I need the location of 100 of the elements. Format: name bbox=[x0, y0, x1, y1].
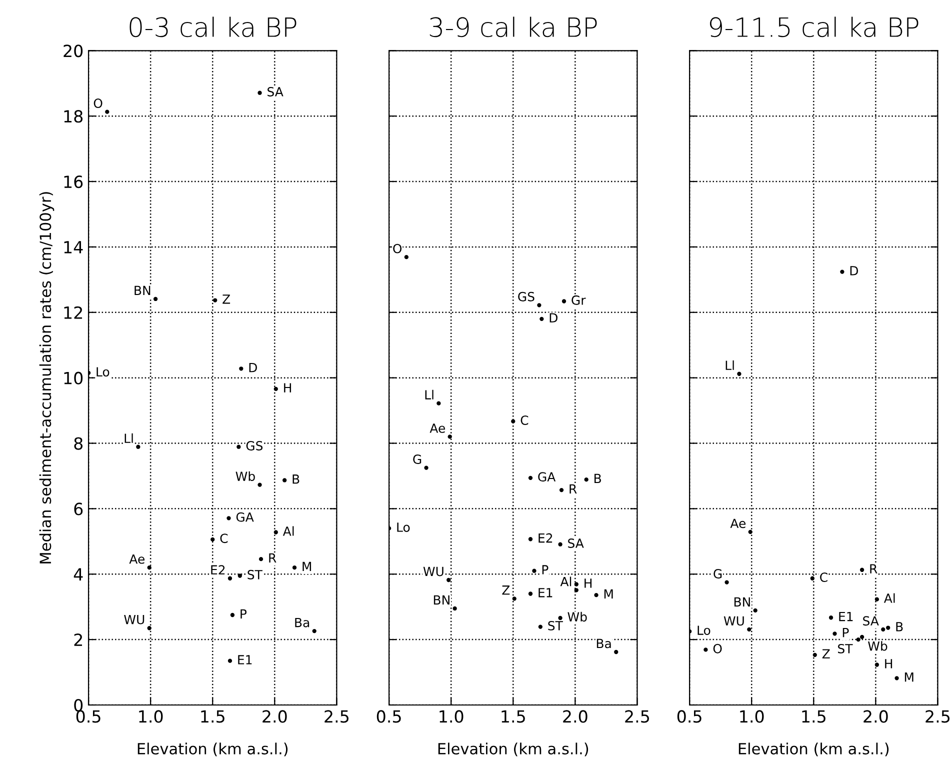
point bbox=[292, 565, 297, 570]
point bbox=[258, 482, 262, 487]
x-tick-label: 0.5 bbox=[376, 710, 401, 723]
point bbox=[258, 90, 262, 95]
point bbox=[136, 444, 140, 449]
annotation: Ll bbox=[425, 390, 434, 400]
point bbox=[511, 419, 516, 424]
point bbox=[236, 444, 241, 449]
annotation: H bbox=[584, 578, 592, 588]
x-tick-label: 2.0 bbox=[563, 710, 588, 723]
x-tick-label: 1.0 bbox=[139, 710, 163, 723]
annotation: O bbox=[94, 98, 102, 108]
annotation: WU bbox=[124, 615, 144, 624]
annotation: ST bbox=[548, 620, 563, 630]
x-tick-label: 2.5 bbox=[926, 710, 950, 723]
point bbox=[446, 578, 451, 582]
annotation: Ba bbox=[596, 638, 611, 648]
point bbox=[704, 648, 708, 652]
point bbox=[860, 568, 864, 572]
x-tick-label: 0.5 bbox=[677, 710, 702, 723]
point bbox=[856, 637, 860, 642]
annotation: Z bbox=[222, 294, 230, 304]
annotation: SA bbox=[568, 538, 584, 548]
chart-title: 9-11.5 cal ka BP bbox=[710, 16, 918, 38]
annotation: Z bbox=[502, 586, 510, 595]
x-tick-label: 0.5 bbox=[76, 710, 100, 723]
annotation: ST bbox=[838, 644, 853, 654]
annotation: R bbox=[269, 553, 276, 563]
point bbox=[274, 530, 278, 534]
annotation: D bbox=[850, 266, 858, 276]
point bbox=[594, 592, 598, 598]
annotation: C bbox=[220, 534, 228, 544]
point bbox=[558, 542, 562, 546]
annotation: E1 bbox=[839, 612, 853, 622]
point bbox=[436, 401, 441, 406]
point bbox=[874, 662, 880, 667]
annotation: Lo bbox=[397, 522, 410, 532]
point bbox=[532, 568, 536, 573]
annotation: R bbox=[570, 484, 577, 494]
point bbox=[228, 658, 232, 663]
annotation: G bbox=[714, 569, 722, 578]
point bbox=[448, 434, 452, 439]
point bbox=[540, 316, 544, 322]
annotation: GS bbox=[518, 292, 534, 302]
x-tick-label: 1.5 bbox=[802, 710, 826, 723]
point bbox=[528, 592, 533, 596]
annotation: BN bbox=[734, 597, 750, 606]
annotation: P bbox=[240, 609, 247, 618]
point bbox=[860, 634, 864, 640]
annotation: WU bbox=[423, 566, 444, 576]
x-tick-label: 1.0 bbox=[740, 710, 764, 723]
annotation: P bbox=[542, 565, 548, 574]
annotation: Z bbox=[822, 649, 830, 658]
point bbox=[528, 537, 533, 542]
annotation: B bbox=[594, 474, 601, 484]
y-tick-label: 2 bbox=[74, 634, 82, 646]
annotation: GS bbox=[246, 441, 263, 450]
y-tick-label: 0 bbox=[74, 698, 83, 712]
annotation: Ae bbox=[129, 554, 144, 564]
point bbox=[840, 270, 844, 274]
y-tick-label: 16 bbox=[64, 175, 83, 188]
annotation: M bbox=[302, 562, 312, 572]
annotation: GA bbox=[538, 472, 556, 482]
annotation: SA bbox=[268, 87, 284, 96]
point bbox=[512, 596, 516, 601]
y-tick-label: 20 bbox=[64, 44, 83, 58]
annotation: E2 bbox=[211, 565, 225, 574]
annotation: Lo bbox=[698, 626, 710, 636]
y-tick-label: 6 bbox=[74, 502, 83, 516]
point bbox=[584, 477, 588, 482]
x-tick-label: 1.5 bbox=[502, 710, 525, 723]
point bbox=[558, 616, 562, 620]
annotation: M bbox=[904, 672, 914, 682]
annotation: H bbox=[885, 659, 892, 668]
point bbox=[724, 580, 729, 584]
point bbox=[213, 298, 218, 302]
point bbox=[559, 488, 564, 492]
point bbox=[312, 628, 316, 634]
annotation: P bbox=[842, 628, 849, 638]
annotation: Wb bbox=[868, 641, 888, 651]
annotation: GA bbox=[236, 512, 254, 522]
annotation: Wb bbox=[236, 471, 255, 481]
y-axis-title: Median sediment-accumulation rates (cm/100yr) bbox=[39, 192, 54, 564]
point bbox=[258, 556, 264, 562]
annotation: Wb bbox=[568, 612, 587, 622]
x-tick-label: 2.0 bbox=[864, 710, 888, 723]
annotation: O bbox=[713, 644, 722, 654]
annotation: M bbox=[604, 589, 613, 599]
point bbox=[574, 582, 578, 586]
annotation: E1 bbox=[238, 655, 252, 664]
y-tick-label: 12 bbox=[64, 306, 82, 319]
point bbox=[737, 372, 742, 376]
annotation: D bbox=[550, 313, 558, 322]
point bbox=[874, 597, 880, 602]
annotation: C bbox=[820, 572, 828, 582]
point bbox=[614, 650, 618, 654]
annotation: Ll bbox=[124, 433, 133, 443]
point bbox=[562, 299, 566, 304]
x-axis-title: Elevation (km a.s.l.) bbox=[138, 742, 288, 756]
point bbox=[574, 588, 578, 592]
